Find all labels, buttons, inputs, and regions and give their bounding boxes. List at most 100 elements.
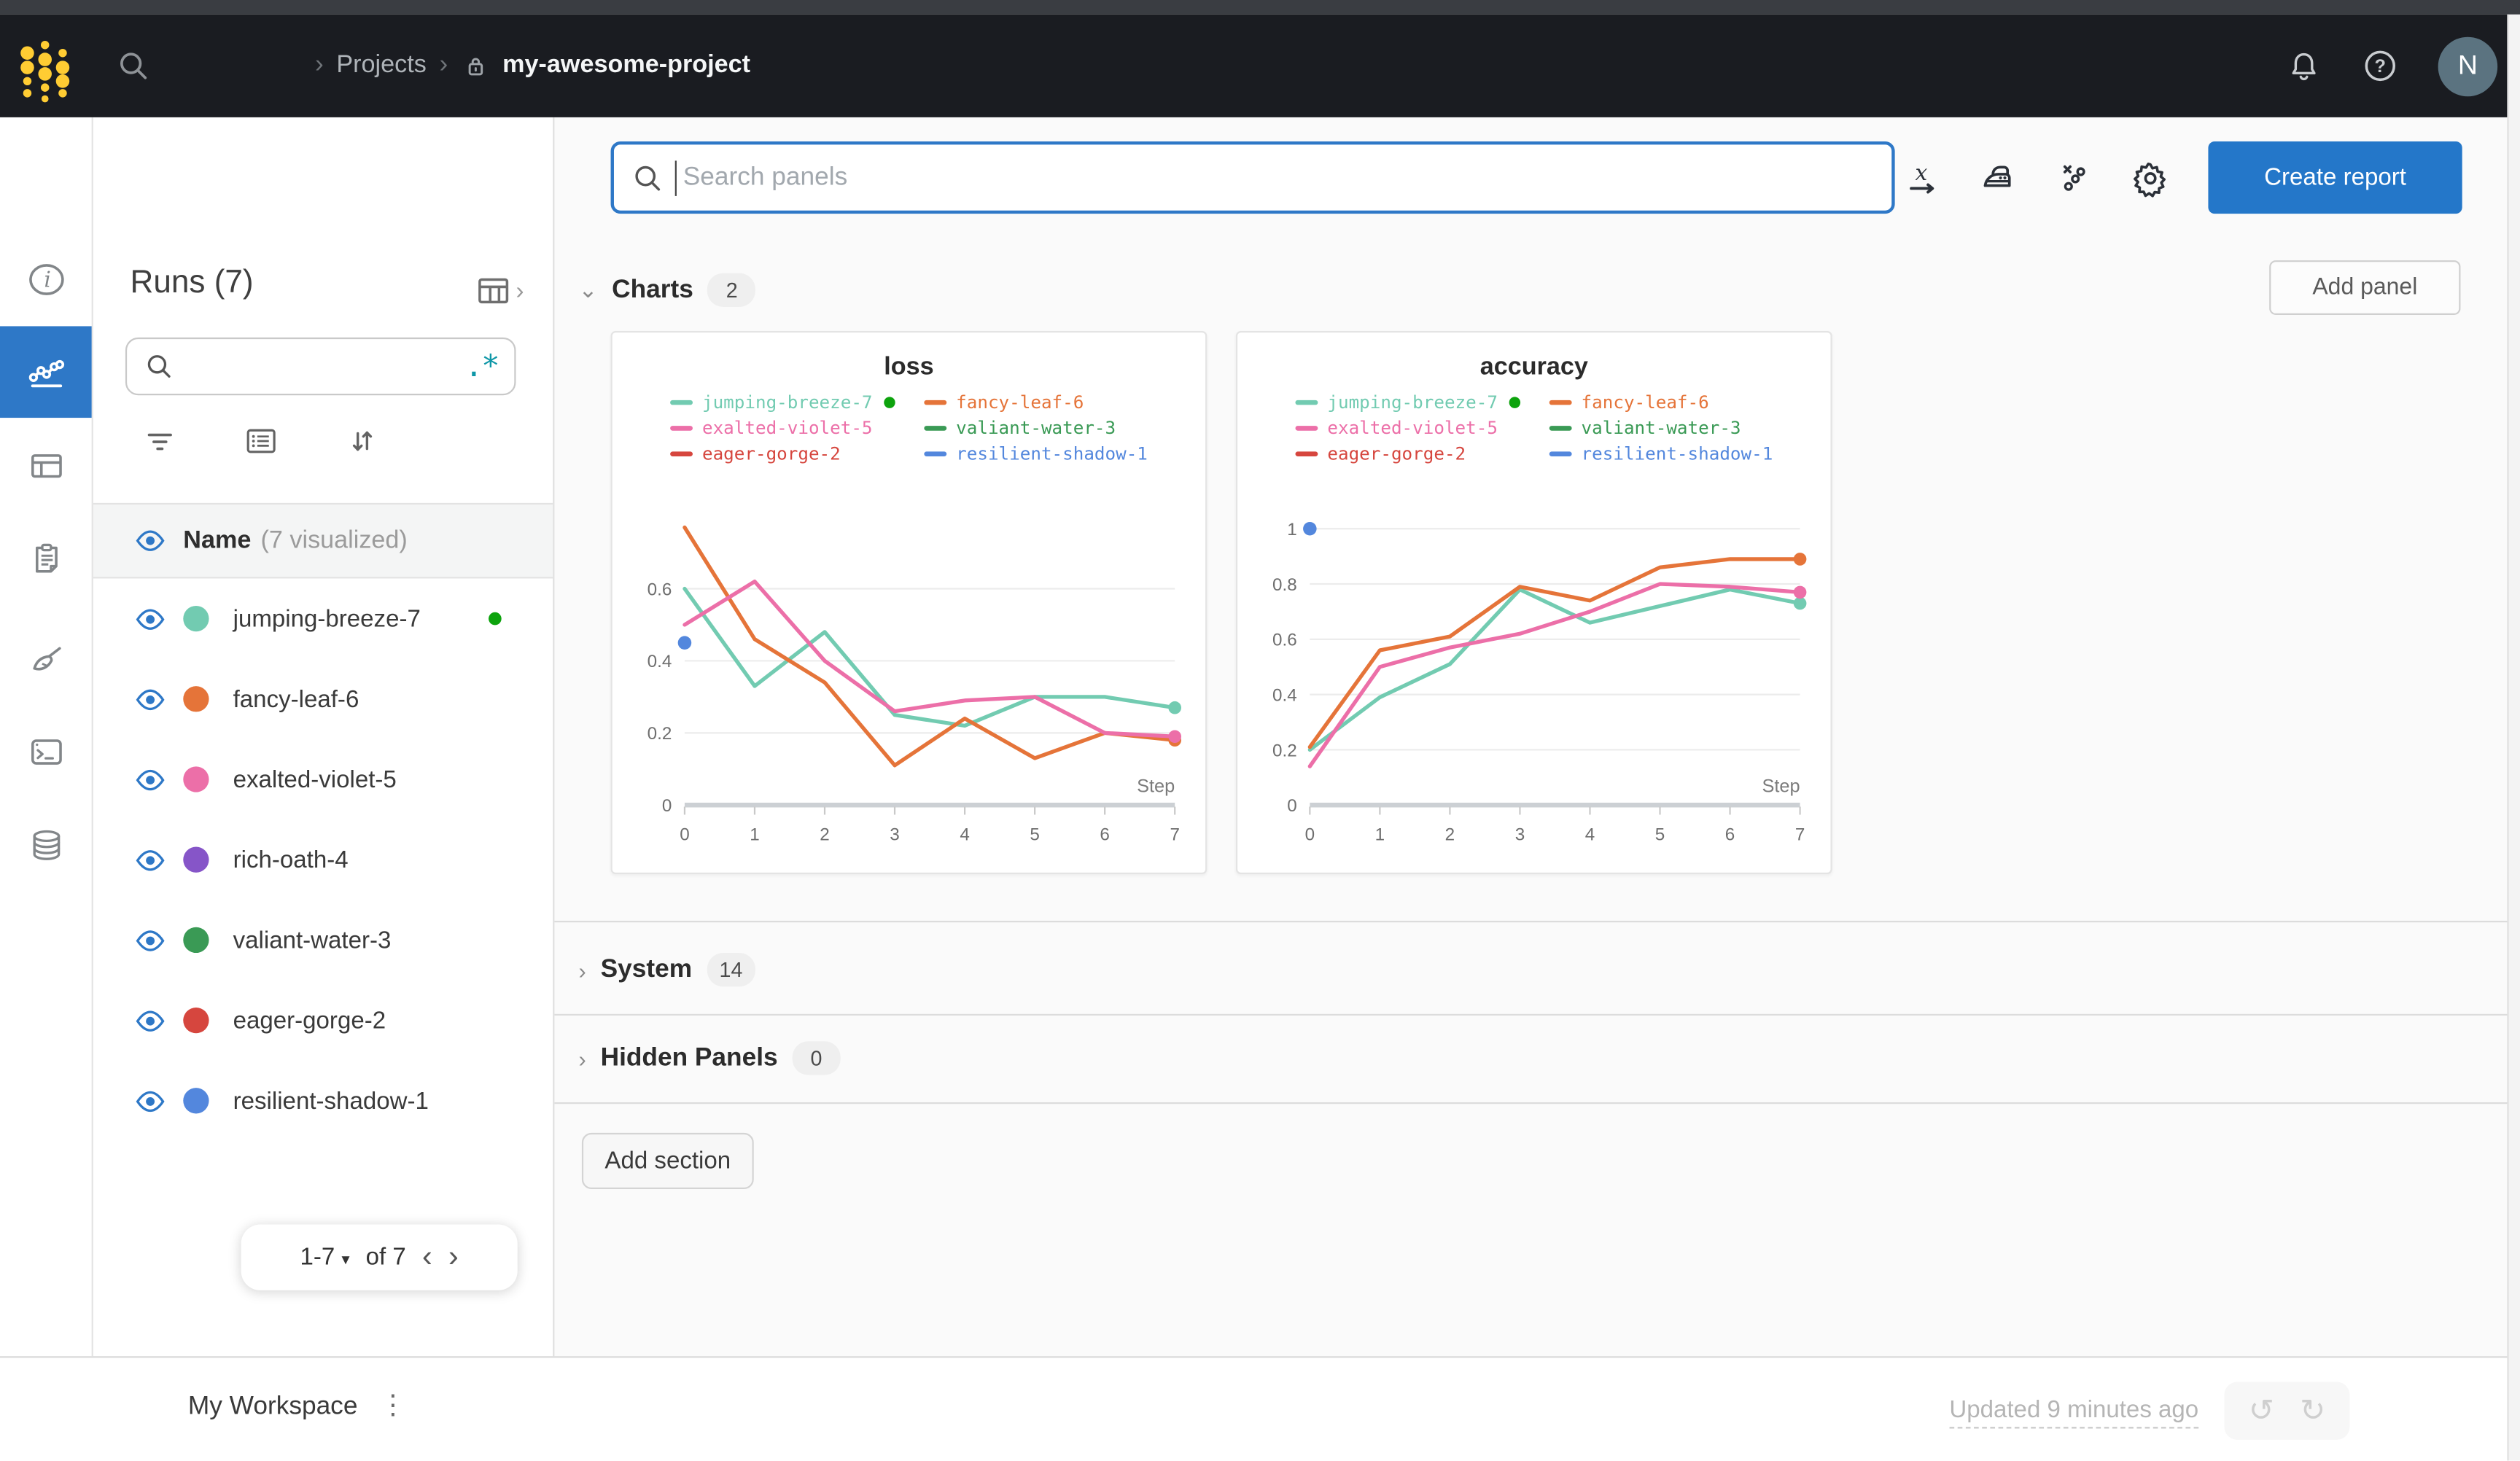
sort-icon[interactable] <box>344 423 381 460</box>
run-row[interactable]: jumping-breeze-7 <box>92 578 553 658</box>
global-search-button[interactable] <box>114 47 152 85</box>
visibility-eye-icon[interactable] <box>135 684 166 714</box>
run-name-label[interactable]: rich-oath-4 <box>233 846 349 873</box>
breadcrumb-project-name[interactable]: my-awesome-project <box>502 51 751 79</box>
loss-panel-card[interactable]: loss jumping-breeze-7 fancy-leaf-6 exalted… <box>610 331 1208 875</box>
visibility-all-eye-icon[interactable] <box>135 526 166 556</box>
runs-name-header[interactable]: Name (7 visualized) <box>91 502 553 579</box>
workspace-line-chart-icon <box>28 359 63 387</box>
prev-page-button[interactable]: ‹ <box>421 1240 432 1274</box>
legend-item[interactable]: exalted-violet-5 <box>669 415 895 440</box>
svg-text:i: i <box>43 266 50 292</box>
visibility-eye-icon[interactable] <box>135 526 166 556</box>
legend-item[interactable]: exalted-violet-5 <box>1295 415 1520 440</box>
hidden-panels-section-header[interactable]: › Hidden Panels 0 <box>578 1041 841 1075</box>
run-row[interactable]: valiant-water-3 <box>92 900 553 980</box>
visibility-eye-icon[interactable] <box>135 604 166 634</box>
legend-run-name: exalted-violet-5 <box>701 416 873 438</box>
group-list-icon[interactable] <box>243 423 280 460</box>
rail-logs-button[interactable] <box>0 706 92 798</box>
run-name-label[interactable]: fancy-leaf-6 <box>233 685 359 713</box>
rail-artifacts-button[interactable] <box>0 798 92 890</box>
svg-text:0.6: 0.6 <box>1272 631 1297 650</box>
run-name-label[interactable]: eager-gorge-2 <box>233 1006 386 1035</box>
chevron-right-icon: › <box>578 1045 586 1072</box>
panel-search-input[interactable] <box>680 161 1876 194</box>
visibility-eye-icon[interactable] <box>135 764 166 795</box>
run-name-label[interactable]: jumping-breeze-7 <box>233 604 421 633</box>
wandb-logo[interactable] <box>0 15 92 117</box>
runs-search-box[interactable]: .* <box>125 337 516 396</box>
charts-section-header[interactable]: ⌄ Charts 2 <box>578 273 756 307</box>
filter-icon[interactable] <box>141 423 179 460</box>
run-row[interactable]: fancy-leaf-6 <box>92 659 553 739</box>
legend-item[interactable]: fancy-leaf-6 <box>1549 389 1773 414</box>
browser-scrollbar[interactable] <box>2507 14 2520 1461</box>
smoothing-iron-icon[interactable] <box>1978 157 2018 198</box>
legend-item[interactable]: fancy-leaf-6 <box>924 389 1148 414</box>
rail-sweeps-button[interactable] <box>0 612 92 704</box>
page-range-dropdown[interactable]: 1-7 ▾ <box>300 1243 350 1271</box>
reports-clipboard-icon <box>34 542 57 572</box>
outliers-icon[interactable] <box>2054 157 2094 198</box>
visibility-eye-icon[interactable] <box>135 924 166 955</box>
add-panel-button[interactable]: Add panel <box>2269 260 2461 316</box>
run-color-dot <box>183 1088 209 1114</box>
open-runs-table-button[interactable]: › <box>474 271 524 310</box>
x-axis-icon[interactable]: x <box>1903 157 1943 198</box>
visibility-eye-icon[interactable] <box>135 1005 166 1036</box>
svg-text:0.8: 0.8 <box>1272 575 1297 595</box>
breadcrumb-projects[interactable]: Projects <box>336 51 427 79</box>
svg-text:6: 6 <box>1725 825 1735 845</box>
rail-overview-button[interactable]: i <box>0 233 92 325</box>
rail-workspace-button[interactable] <box>0 326 92 418</box>
avatar[interactable]: N <box>2438 36 2498 96</box>
run-row[interactable]: rich-oath-4 <box>92 819 553 900</box>
legend-item[interactable]: resilient-shadow-1 <box>924 440 1148 466</box>
legend-item[interactable]: resilient-shadow-1 <box>1549 440 1773 466</box>
legend-dash-icon <box>924 399 946 405</box>
legend-run-name: jumping-breeze-7 <box>1327 391 1498 413</box>
legend-item[interactable]: jumping-breeze-7 <box>1295 389 1520 414</box>
notifications-button[interactable] <box>2285 47 2322 85</box>
run-name-label[interactable]: resilient-shadow-1 <box>233 1087 429 1115</box>
run-row[interactable]: resilient-shadow-1 <box>92 1061 553 1141</box>
search-icon <box>147 355 171 378</box>
help-button[interactable]: ? <box>2361 47 2400 85</box>
legend-running-dot <box>883 396 895 408</box>
visibility-eye-icon[interactable] <box>135 844 166 875</box>
visibility-eye-icon[interactable] <box>135 1086 166 1116</box>
run-name-label[interactable]: exalted-violet-5 <box>233 765 397 793</box>
avatar-initial: N <box>2457 50 2478 81</box>
legend-item[interactable]: eager-gorge-2 <box>669 440 895 466</box>
table-icon <box>478 278 509 304</box>
settings-gear-icon[interactable] <box>2129 157 2171 198</box>
legend-item[interactable]: jumping-breeze-7 <box>669 389 895 414</box>
runs-search-input[interactable] <box>184 351 465 381</box>
rail-runs-table-button[interactable] <box>0 419 92 511</box>
legend-running-dot <box>1509 396 1520 408</box>
legend-item[interactable]: valiant-water-3 <box>924 415 1148 440</box>
create-report-button[interactable]: Create report <box>2208 141 2462 214</box>
redo-icon[interactable]: ↻ <box>2300 1394 2326 1428</box>
updated-timestamp: Updated 9 minutes ago <box>1949 1396 2199 1429</box>
legend-item[interactable]: valiant-water-3 <box>1549 415 1773 440</box>
run-row[interactable]: eager-gorge-2 <box>92 981 553 1061</box>
breadcrumb: › Projects › my-awesome-project <box>315 15 750 117</box>
legend-item[interactable]: eager-gorge-2 <box>1295 440 1520 466</box>
next-page-button[interactable]: › <box>448 1240 459 1274</box>
running-status-dot <box>489 612 502 626</box>
regex-toggle-icon[interactable]: .* <box>464 348 499 384</box>
breadcrumb-separator-icon: › <box>439 51 448 79</box>
panel-search-box[interactable] <box>610 141 1895 214</box>
svg-text:0: 0 <box>1305 825 1315 845</box>
workspace-menu-kebab-icon[interactable]: ⋮ <box>379 1390 407 1421</box>
rail-reports-button[interactable] <box>0 513 92 604</box>
workspace-name-label[interactable]: My Workspace <box>187 1392 358 1421</box>
add-section-button[interactable]: Add section <box>581 1132 754 1190</box>
run-name-label[interactable]: valiant-water-3 <box>233 926 392 954</box>
accuracy-panel-card[interactable]: accuracy jumping-breeze-7 fancy-leaf-6 exa… <box>1235 331 1832 875</box>
run-row[interactable]: exalted-violet-5 <box>92 739 553 819</box>
system-section-header[interactable]: › System 14 <box>578 953 756 987</box>
undo-icon[interactable]: ↺ <box>2248 1394 2274 1428</box>
